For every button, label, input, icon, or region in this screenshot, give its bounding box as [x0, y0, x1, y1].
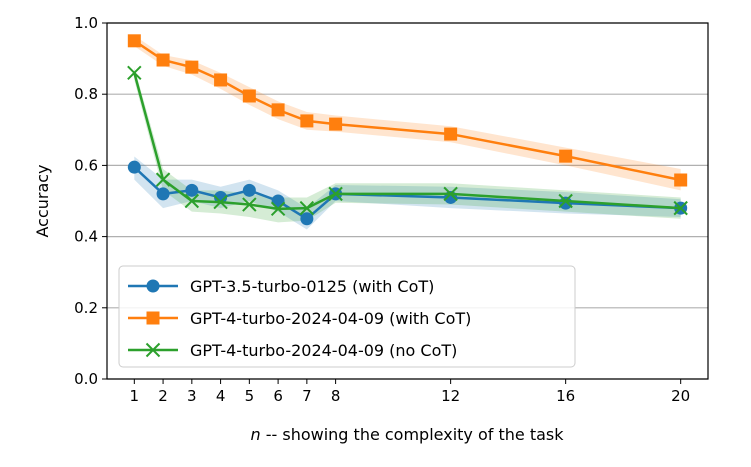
x-tick-label: 2 — [158, 387, 168, 405]
legend-box — [118, 265, 576, 368]
data-point — [559, 149, 573, 163]
legend-label-0: GPT-3.5-turbo-0125 (with CoT) — [190, 277, 434, 296]
plot-frame — [106, 22, 709, 380]
y-tick-label: 0.0 — [74, 370, 98, 388]
y-tick-label: 0.2 — [74, 299, 98, 317]
data-point — [242, 197, 257, 212]
confidence-band-1 — [134, 35, 681, 191]
x-tick-label: 1 — [130, 387, 140, 405]
x-axis-label-variable: n — [251, 425, 261, 444]
data-point — [674, 173, 688, 187]
x-tick-label: 6 — [273, 387, 283, 405]
y-tick-label: 1.0 — [74, 14, 98, 32]
data-point — [156, 53, 170, 67]
legend-marker-0 — [146, 279, 160, 293]
data-point — [271, 103, 285, 117]
data-point — [300, 212, 314, 226]
data-point — [185, 183, 199, 197]
data-point — [155, 172, 171, 187]
data-point — [329, 117, 343, 131]
data-point — [242, 89, 256, 103]
x-tick-label: 3 — [187, 387, 197, 405]
data-point — [443, 186, 458, 202]
series-lines — [127, 34, 688, 226]
legend-marker-1 — [146, 311, 160, 325]
y-axis-label: Accuracy — [33, 164, 52, 237]
x-tick-label: 8 — [331, 387, 341, 405]
x-tick-label: 20 — [671, 387, 690, 405]
y-axis-ticks: 0.0 0.2 0.4 0.6 0.8 1.0 — [74, 14, 107, 388]
series-1 — [127, 34, 688, 187]
x-tick-label: 4 — [216, 387, 226, 405]
data-point — [127, 160, 141, 174]
data-point — [242, 183, 256, 197]
data-point — [270, 201, 286, 217]
x-tick-label: 7 — [302, 387, 312, 405]
data-point — [300, 114, 314, 128]
data-point — [673, 200, 688, 216]
y-tick-label: 0.4 — [74, 228, 98, 246]
x-tick-label: 12 — [441, 387, 460, 405]
data-point — [184, 193, 200, 209]
series-2 — [127, 65, 688, 217]
data-point — [299, 200, 315, 216]
data-point — [558, 193, 573, 209]
data-point — [127, 65, 142, 81]
legend-marker-2 — [145, 342, 161, 358]
data-point — [156, 187, 170, 201]
x-axis-label: n -- showing the complexity of the task — [251, 425, 565, 444]
data-point — [214, 73, 228, 87]
x-axis-ticks: 1 2 3 4 5 6 7 8 12 16 20 — [130, 379, 690, 405]
data-point — [328, 186, 343, 202]
data-point — [214, 190, 228, 204]
x-tick-label: 5 — [245, 387, 255, 405]
legend-label-2: GPT-4-turbo-2024-04-09 (no CoT) — [190, 341, 457, 360]
x-tick-label: 16 — [556, 387, 575, 405]
data-point — [185, 60, 199, 74]
data-point — [559, 196, 573, 210]
y-tick-label: 0.8 — [74, 85, 98, 103]
data-point — [127, 34, 141, 48]
legend: GPT-3.5-turbo-0125 (with CoT) GPT-4-turbo… — [118, 265, 576, 368]
x-axis-label-text: -- showing the complexity of the task — [261, 425, 565, 444]
data-point — [444, 127, 458, 141]
legend-label-1: GPT-4-turbo-2024-04-09 (with CoT) — [190, 309, 471, 328]
y-tick-label: 0.6 — [74, 156, 98, 174]
data-point — [213, 194, 228, 210]
